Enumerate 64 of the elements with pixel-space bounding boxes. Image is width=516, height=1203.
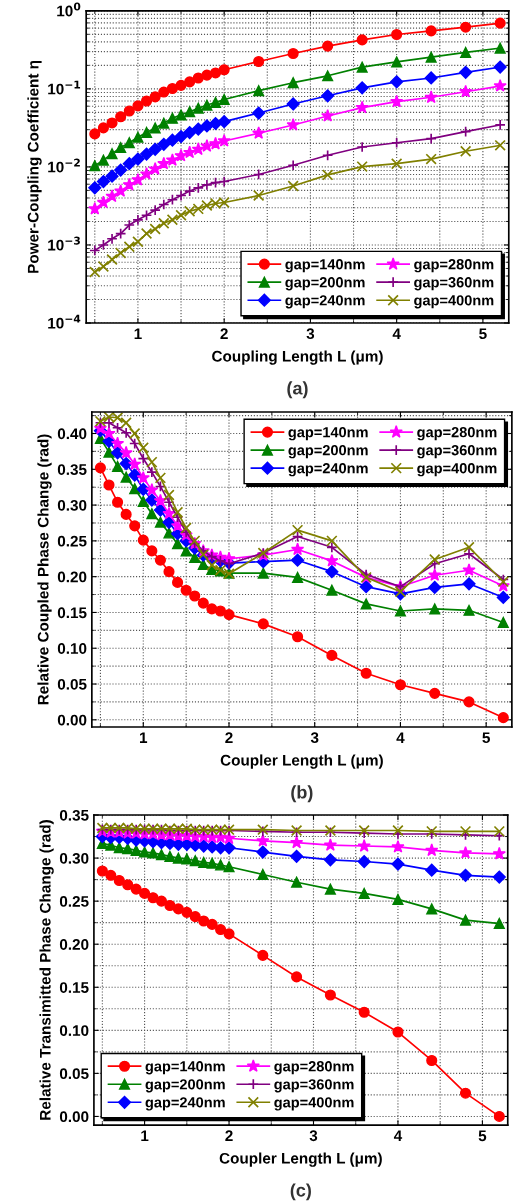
legend-label: gap=400nm <box>414 295 494 309</box>
y-tick-label: 0.10 <box>59 1025 89 1037</box>
y-tick-label: 10$^{0}$ <box>57 2 81 17</box>
x-tick-label: 1 <box>141 1130 149 1141</box>
y-tick-label: 0.35 <box>57 464 87 475</box>
legend-label: gap=360nm <box>274 1079 354 1093</box>
legend-label: gap=280nm <box>417 427 497 441</box>
x-tick-label: 4 <box>396 732 405 743</box>
y-tick-label: 0.20 <box>59 939 89 950</box>
y-tick-label: 0.05 <box>59 1068 89 1080</box>
y-tick-label: 0.00 <box>59 1111 89 1123</box>
legend-label: gap=240nm <box>285 295 365 309</box>
x-tick-label: 5 <box>482 732 490 744</box>
y-tick-label: 0.30 <box>57 499 87 511</box>
text: (c) <box>290 1183 311 1201</box>
legend-label: gap=400nm <box>417 463 497 477</box>
legend-label: gap=140nm <box>145 1061 225 1075</box>
legend-label: gap=200nm <box>288 445 368 459</box>
y-tick-label: 0.30 <box>59 852 89 864</box>
legend-label: gap=240nm <box>288 463 368 477</box>
y-tick-label: 0.20 <box>57 571 87 583</box>
x-tick-label: 5 <box>479 328 487 340</box>
y-axis-title: Relative Coupled Phase Change (rad) <box>37 434 52 705</box>
x-tick-label: 1 <box>134 328 142 339</box>
x-tick-label: 1 <box>139 732 148 743</box>
x-tick-label: 2 <box>220 328 228 339</box>
legend-label: gap=360nm <box>414 277 494 291</box>
legend-label: gap=200nm <box>145 1079 225 1093</box>
y-axis-title: Relative Transimitted Phase Change (rad) <box>39 820 54 1120</box>
y-tick-label: 0.25 <box>59 896 89 907</box>
x-tick-label: 4 <box>393 1130 403 1141</box>
y-tick-label: 0.25 <box>57 535 87 547</box>
x-tick-label: 2 <box>225 1130 233 1141</box>
x-tick-label: 3 <box>310 732 319 744</box>
y-tick-label: 0.40 <box>57 428 87 440</box>
x-tick-label: 5 <box>478 1130 487 1142</box>
text: (a) <box>287 381 308 399</box>
legend-label: gap=140nm <box>285 259 365 273</box>
legend-label: gap=240nm <box>145 1097 225 1111</box>
legend-label: gap=400nm <box>274 1097 354 1111</box>
x-axis-title: Coupler Length L (μm) <box>219 1152 382 1167</box>
y-tick-label: 10$^{−3}$ <box>48 236 80 251</box>
legend-label: gap=140nm <box>288 427 368 441</box>
legend-label: gap=200nm <box>285 277 365 291</box>
x-tick-label: 3 <box>306 328 315 340</box>
y-tick-label: 0.10 <box>57 643 87 654</box>
legend-label: gap=280nm <box>274 1061 354 1075</box>
x-axis-title: Coupling Length L (μm) <box>212 350 383 365</box>
y-tick-label: 0.15 <box>59 982 89 993</box>
y-tick-label: 10$^{−4}$ <box>48 314 81 329</box>
y-tick-label: 10$^{−2}$ <box>48 158 80 173</box>
y-tick-label: 0.35 <box>59 809 89 821</box>
legend-label: gap=280nm <box>414 259 494 273</box>
x-tick-label: 2 <box>225 732 233 743</box>
x-tick-label: 4 <box>392 328 401 339</box>
text: (b) <box>291 785 313 803</box>
x-tick-label: 3 <box>309 1130 318 1142</box>
x-axis-title: Coupler Length L (μm) <box>220 754 383 769</box>
y-tick-label: 0.00 <box>57 714 87 726</box>
y-tick-label: 0.15 <box>57 607 87 619</box>
legend-label: gap=360nm <box>417 445 497 459</box>
y-tick-label: 0.05 <box>57 678 87 690</box>
y-axis-title: Power-Coupling Coefficient η <box>27 60 42 273</box>
y-tick-label: 10$^{−1}$ <box>48 80 81 95</box>
